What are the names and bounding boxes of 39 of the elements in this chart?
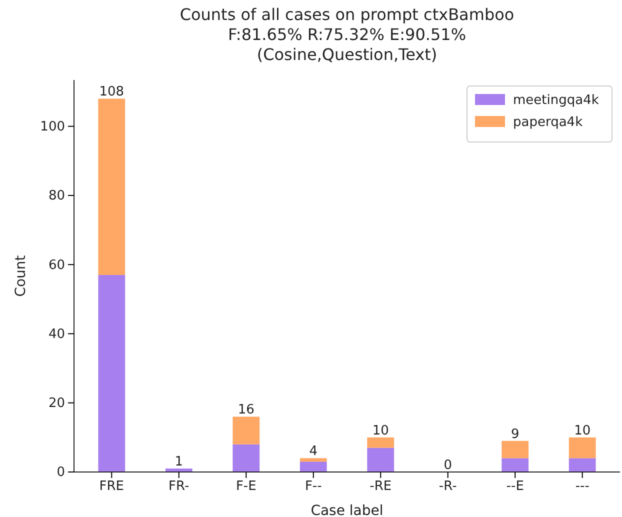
x-tick-label: ---	[575, 479, 590, 494]
chart-title: Counts of all cases on prompt ctxBamboo F:81.65% R:75.32% E:90.51% (Cosine,Question,Text)	[180, 5, 514, 64]
bar	[300, 462, 327, 472]
bar	[300, 458, 327, 462]
bar	[232, 416, 260, 444]
y-tick-label: 20	[48, 396, 65, 412]
total-label: 1	[174, 454, 184, 470]
x-tick-label: FR-	[168, 479, 190, 494]
x-tick-label: F-E	[236, 479, 256, 494]
total-label: 108	[99, 84, 124, 100]
total-label: 16	[238, 402, 254, 418]
x-axis-title: Case label	[310, 503, 384, 517]
legend-label: paperqa4k	[513, 115, 584, 130]
x-tick-label: --E	[506, 479, 524, 494]
bar	[568, 437, 596, 458]
bar	[568, 458, 596, 472]
bar	[367, 448, 394, 472]
x-tick-label: F--	[304, 479, 322, 494]
bar	[98, 274, 126, 472]
legend-label: meetingqa4k	[513, 93, 600, 108]
y-tick-label: 60	[48, 258, 65, 273]
total-label: 0	[444, 458, 452, 473]
bar	[367, 437, 394, 448]
x-tick-label: -RE	[370, 479, 392, 494]
total-label: 10	[372, 423, 389, 438]
y-tick-label: 40	[48, 326, 65, 342]
bar	[232, 444, 260, 472]
bar	[502, 440, 529, 458]
y-tick-label: 100	[40, 119, 65, 134]
y-tick-label: 0	[56, 465, 65, 480]
total-label: 10	[574, 423, 591, 438]
bar	[502, 458, 529, 472]
total-label: 9	[510, 426, 520, 442]
x-tick-label: -R-	[438, 479, 458, 494]
total-label: 4	[309, 444, 318, 460]
bar	[98, 98, 126, 275]
y-tick-label: 80	[48, 188, 65, 204]
x-tick-label: FRE	[99, 479, 124, 494]
y-axis-title: Count	[13, 254, 29, 297]
